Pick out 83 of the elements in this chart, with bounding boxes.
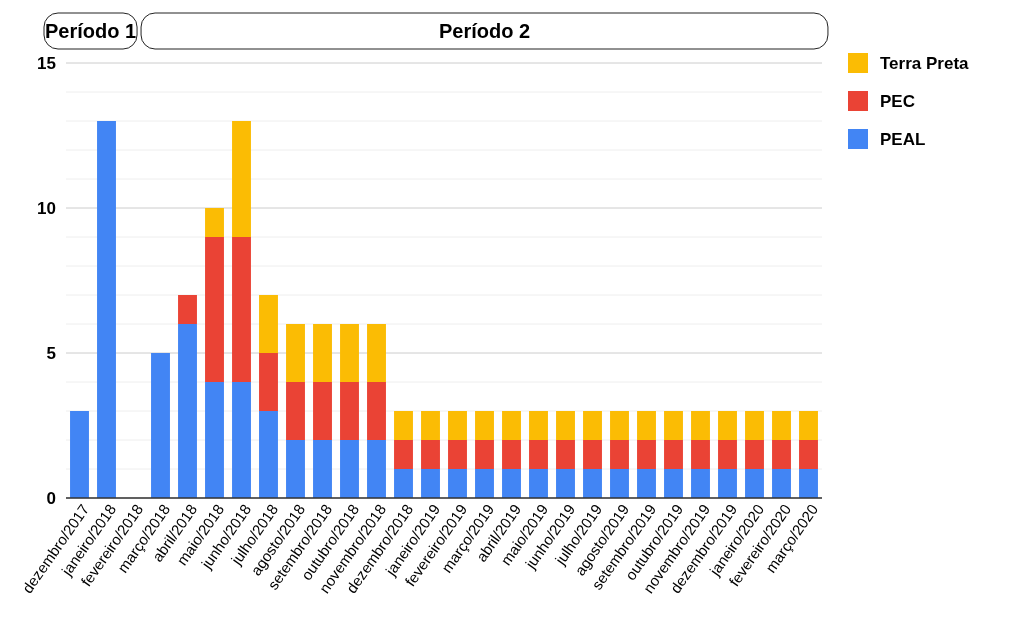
bar	[97, 121, 116, 498]
bar	[205, 208, 224, 237]
bar	[394, 440, 413, 469]
y-tick-label: 0	[46, 488, 56, 508]
bar	[691, 469, 710, 498]
legend-label: Terra Preta	[880, 53, 970, 73]
bar	[421, 469, 440, 498]
legend-label: PEC	[880, 91, 915, 111]
bar	[745, 440, 764, 469]
bar	[286, 440, 305, 498]
bar	[475, 440, 494, 469]
bar	[502, 440, 521, 469]
bar	[502, 411, 521, 440]
bar	[664, 440, 683, 469]
bar	[556, 411, 575, 440]
bar	[664, 411, 683, 440]
bar	[610, 469, 629, 498]
bar	[205, 237, 224, 382]
bar	[691, 440, 710, 469]
bar	[502, 469, 521, 498]
bar	[232, 382, 251, 498]
bar	[313, 382, 332, 440]
bar	[799, 411, 818, 440]
bar	[340, 440, 359, 498]
bar	[421, 440, 440, 469]
bar	[475, 411, 494, 440]
bar	[529, 469, 548, 498]
bar	[259, 295, 278, 353]
bar	[475, 469, 494, 498]
bar	[583, 469, 602, 498]
bar	[448, 411, 467, 440]
bar	[394, 469, 413, 498]
bar	[772, 411, 791, 440]
bar	[718, 469, 737, 498]
bar	[313, 324, 332, 382]
bar	[772, 440, 791, 469]
bar	[448, 469, 467, 498]
bar	[340, 382, 359, 440]
text: Período 2	[438, 20, 531, 42]
bar	[718, 440, 737, 469]
bar	[421, 411, 440, 440]
bar	[583, 440, 602, 469]
bar	[367, 440, 386, 498]
bar	[313, 440, 332, 498]
text: Período 1	[44, 20, 137, 42]
bar	[745, 469, 764, 498]
bar	[610, 440, 629, 469]
legend-label: PEAL	[880, 129, 926, 149]
bar	[340, 324, 359, 382]
bar	[70, 411, 89, 498]
bar	[448, 440, 467, 469]
bar	[259, 411, 278, 498]
bar	[583, 411, 602, 440]
bar	[286, 324, 305, 382]
bar	[394, 411, 413, 440]
bar	[286, 382, 305, 440]
bar	[637, 411, 656, 440]
bar	[664, 469, 683, 498]
bar	[205, 382, 224, 498]
y-tick-label: 15	[37, 53, 56, 73]
y-tick-label: 10	[37, 198, 56, 218]
bar	[691, 411, 710, 440]
bar	[232, 237, 251, 382]
bar	[367, 324, 386, 382]
bar	[799, 440, 818, 469]
bar	[799, 469, 818, 498]
bar	[259, 353, 278, 411]
bar	[151, 353, 170, 498]
bar	[367, 382, 386, 440]
bar	[232, 121, 251, 237]
bar	[637, 469, 656, 498]
bar	[529, 440, 548, 469]
y-tick-label: 5	[46, 343, 56, 363]
bar	[178, 324, 197, 498]
bar	[745, 411, 764, 440]
bar	[556, 440, 575, 469]
bar	[556, 469, 575, 498]
bar	[772, 469, 791, 498]
bar	[610, 411, 629, 440]
bar	[637, 440, 656, 469]
bar	[178, 295, 197, 324]
bar	[718, 411, 737, 440]
bar	[529, 411, 548, 440]
